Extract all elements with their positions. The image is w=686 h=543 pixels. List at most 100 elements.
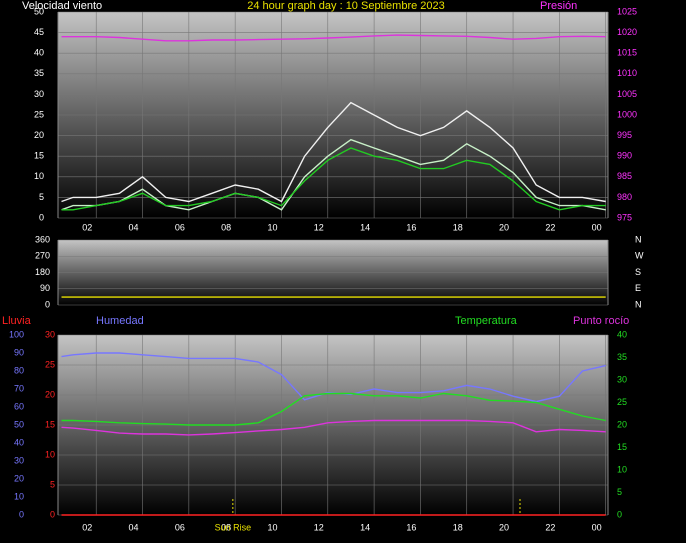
x-tick-label: 22	[545, 222, 555, 232]
x-tick-label: 16	[406, 222, 416, 232]
x-tick-label: 10	[267, 522, 277, 532]
x-tick-label: 18	[453, 222, 463, 232]
series-line	[61, 419, 606, 436]
x-tick-label: 12	[314, 522, 324, 532]
y2-tick-label: S	[635, 267, 641, 277]
y-tick-label: 180	[35, 267, 50, 277]
y-tick-label: 0	[45, 299, 50, 309]
y3-tick-label: 20	[14, 473, 24, 483]
y2-tick-label: N	[635, 234, 642, 244]
y-tick-label: 270	[35, 251, 50, 261]
x-tick-label: 06	[175, 222, 185, 232]
y-tick-label: 30	[45, 329, 55, 339]
y2-tick-label: 5	[617, 487, 622, 497]
x-tick-label: 04	[129, 522, 139, 532]
y2-tick-label: 10	[617, 464, 627, 474]
y3-tick-label: 10	[14, 491, 24, 501]
y-tick-label: 15	[45, 419, 55, 429]
y3-tick-label: 60	[14, 401, 24, 411]
y3-tick-label: 70	[14, 383, 24, 393]
y2-tick-label: E	[635, 283, 641, 293]
y2-tick-label: 1000	[617, 109, 637, 119]
x-tick-label: 02	[82, 522, 92, 532]
x-tick-label: 22	[545, 522, 555, 532]
legend-label: Humedad	[96, 315, 144, 327]
y-tick-label: 20	[45, 389, 55, 399]
x-tick-label: 16	[406, 522, 416, 532]
y-tick-label: 45	[34, 27, 44, 37]
x-tick-label: 20	[499, 222, 509, 232]
y3-tick-label: 0	[19, 509, 24, 519]
y-tick-label: 10	[45, 449, 55, 459]
y2-axis-label: Presión	[540, 0, 577, 12]
x-tick-label: 04	[129, 222, 139, 232]
y2-tick-label: 1005	[617, 89, 637, 99]
y2-tick-label: 25	[617, 397, 627, 407]
legend-label: Temperatura	[455, 315, 518, 327]
x-tick-label: 08	[221, 222, 231, 232]
chart-title: 24 hour graph day : 10 Septiembre 2023	[247, 0, 445, 12]
y-tick-label: 25	[45, 359, 55, 369]
y-tick-label: 30	[34, 89, 44, 99]
annotation: Sun Rise	[215, 522, 252, 532]
y2-tick-label: 35	[617, 352, 627, 362]
x-tick-label: 14	[360, 522, 370, 532]
y2-tick-label: 985	[617, 171, 632, 181]
y2-tick-label: W	[635, 251, 644, 261]
y2-tick-label: 1010	[617, 68, 637, 78]
x-tick-label: 02	[82, 222, 92, 232]
y3-tick-label: 80	[14, 365, 24, 375]
y2-tick-label: N	[635, 299, 642, 309]
y2-tick-label: 40	[617, 329, 627, 339]
x-tick-label: 14	[360, 222, 370, 232]
x-tick-label: 06	[175, 522, 185, 532]
x-tick-label: 00	[592, 222, 602, 232]
x-tick-label: 18	[453, 522, 463, 532]
y-tick-label: 15	[34, 151, 44, 161]
x-tick-label: 00	[592, 522, 602, 532]
series-line	[61, 147, 606, 211]
y-tick-label: 0	[39, 212, 44, 222]
series-line	[61, 34, 606, 42]
y-tick-label: 0	[50, 509, 55, 519]
y2-tick-label: 1025	[617, 6, 637, 16]
y2-tick-label: 975	[617, 212, 632, 222]
y3-tick-label: 40	[14, 437, 24, 447]
y-tick-label: 360	[35, 234, 50, 244]
y3-tick-label: 30	[14, 455, 24, 465]
legend-label: Punto rocío	[573, 315, 629, 327]
x-tick-label: 10	[267, 222, 277, 232]
x-tick-label: 08	[221, 522, 231, 532]
y2-tick-label: 20	[617, 419, 627, 429]
y2-tick-label: 1020	[617, 27, 637, 37]
y-tick-label: 90	[40, 283, 50, 293]
y-tick-label: 50	[34, 6, 44, 16]
y-tick-label: 40	[34, 48, 44, 58]
y-tick-label: 10	[34, 171, 44, 181]
y3-tick-label: 50	[14, 419, 24, 429]
series-line	[61, 392, 606, 426]
x-tick-label: 20	[499, 522, 509, 532]
y-axis-label: Velocidad viento	[22, 0, 102, 12]
legend-label: Lluvia	[2, 315, 32, 327]
series-line	[61, 101, 606, 203]
x-tick-label: 12	[314, 222, 324, 232]
y2-tick-label: 0	[617, 509, 622, 519]
y-tick-label: 20	[34, 130, 44, 140]
y3-tick-label: 90	[14, 347, 24, 357]
y2-tick-label: 15	[617, 442, 627, 452]
y2-tick-label: 1015	[617, 48, 637, 58]
y2-tick-label: 995	[617, 130, 632, 140]
y3-tick-label: 100	[9, 329, 24, 339]
y-tick-label: 35	[34, 68, 44, 78]
y2-tick-label: 30	[617, 374, 627, 384]
y2-tick-label: 980	[617, 192, 632, 202]
y2-tick-label: 990	[617, 151, 632, 161]
series-line	[61, 138, 606, 211]
y-tick-label: 5	[39, 192, 44, 202]
y-tick-label: 5	[50, 479, 55, 489]
series-line	[61, 352, 606, 403]
y-tick-label: 25	[34, 109, 44, 119]
